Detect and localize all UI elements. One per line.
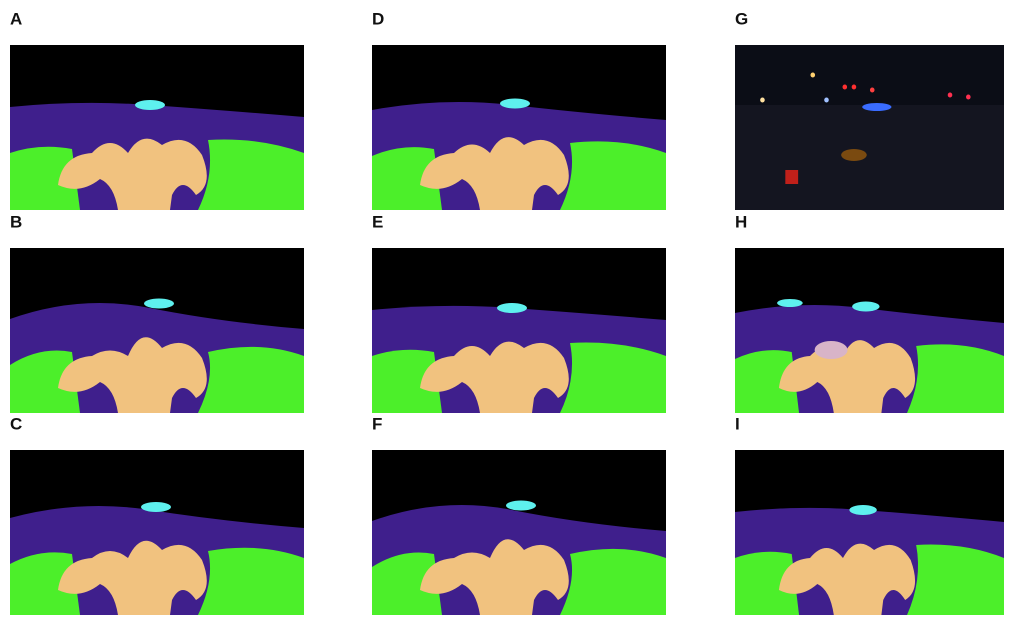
panel-label: B (10, 212, 22, 231)
sky-object (497, 303, 527, 313)
panel-label: C (10, 414, 22, 433)
highlight-region (815, 341, 848, 359)
vegetation-right (198, 548, 304, 615)
tail-light (785, 170, 798, 184)
car-light (862, 103, 891, 111)
dashboard-glow (841, 149, 867, 161)
panel-image (372, 45, 666, 210)
panel-label: I (735, 414, 740, 433)
vegetation-right (560, 141, 666, 210)
sky-object (852, 302, 879, 312)
light (810, 73, 815, 78)
sky-object (506, 501, 536, 511)
vegetation-right (560, 343, 666, 413)
sky-object (500, 99, 530, 109)
sky-object (849, 505, 876, 515)
figure: A D G B E H C F I (0, 0, 1017, 615)
light (852, 85, 857, 90)
light (824, 98, 829, 103)
panel-label: G (735, 9, 748, 28)
panel-image (10, 45, 304, 210)
light (760, 98, 765, 103)
vegetation-right (907, 545, 1004, 615)
vegetation-right (560, 549, 666, 615)
panel-label: E (372, 212, 383, 231)
panel-label: D (372, 9, 384, 28)
light (966, 95, 971, 100)
sky-object (141, 502, 171, 512)
road (735, 105, 1004, 210)
light (843, 85, 848, 90)
vegetation-right (198, 140, 304, 210)
panel-label: H (735, 212, 747, 231)
page: ADGBEHCFI (() => { const data = JSON.par… (0, 0, 1017, 615)
vegetation-right (907, 344, 1004, 413)
sky-object (777, 299, 803, 307)
sky-object (135, 100, 165, 110)
panel-label: A (10, 9, 22, 28)
panel-image (735, 450, 1004, 615)
panel-image (735, 248, 1004, 413)
light (948, 93, 953, 98)
panel-image (372, 248, 666, 413)
vegetation-right (198, 347, 304, 413)
panel-image (735, 45, 1004, 210)
sky-object (144, 299, 174, 309)
panel-image (10, 450, 304, 615)
light (870, 88, 875, 93)
panel-label: F (372, 414, 382, 433)
panel-image (10, 248, 304, 413)
panel-image (372, 450, 666, 615)
